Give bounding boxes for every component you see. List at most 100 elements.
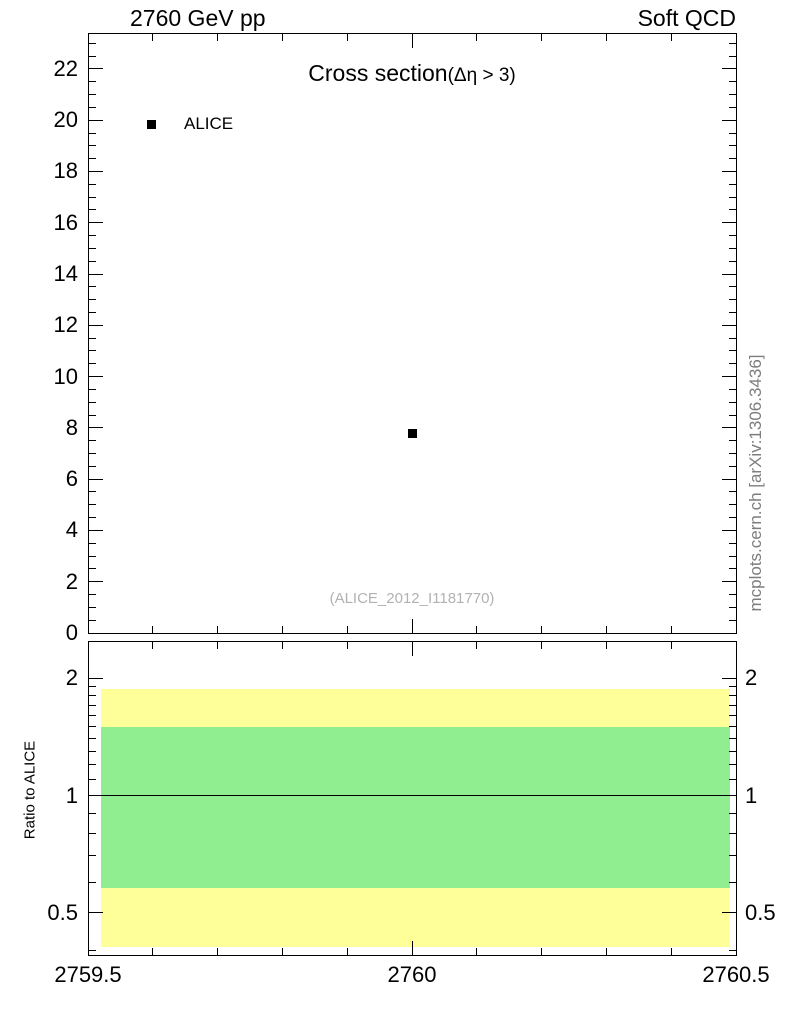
axis-tick	[541, 948, 543, 955]
axis-tick	[89, 686, 96, 688]
axis-tick	[89, 581, 103, 583]
axis-tick	[729, 414, 736, 416]
plot-title: Cross section(Δη > 3)	[308, 60, 515, 87]
y-axis-tick-label: 0	[65, 620, 78, 645]
axis-tick	[729, 726, 736, 728]
y-axis-tick-label: 4	[65, 517, 78, 543]
x-axis-tick-label: 2760.5	[702, 962, 770, 987]
axis-tick	[729, 209, 736, 211]
axis-tick	[89, 677, 103, 679]
data-point-alice	[407, 428, 417, 438]
y-axis-tick-label: 22	[53, 55, 78, 81]
axis-tick	[89, 311, 96, 313]
axis-tick	[89, 414, 96, 416]
axis-tick	[729, 504, 736, 506]
y-axis-tick-label: 6	[65, 466, 78, 492]
y-axis-tick-label: 12	[53, 312, 78, 338]
axis-tick	[89, 715, 96, 717]
axis-tick	[729, 401, 736, 403]
axis-tick	[89, 855, 96, 857]
axis-tick	[722, 376, 736, 378]
axis-tick	[735, 619, 737, 633]
axis-tick	[722, 222, 736, 224]
axis-tick	[729, 764, 736, 766]
axis-tick	[89, 453, 96, 454]
axis-tick	[722, 427, 736, 429]
axis-tick	[152, 642, 154, 649]
axis-tick	[89, 478, 103, 480]
axis-tick	[729, 55, 736, 57]
axis-tick	[670, 34, 672, 41]
axis-tick	[89, 235, 96, 237]
axis-tick	[605, 626, 607, 633]
axis-tick	[89, 363, 96, 365]
axis-tick	[476, 642, 478, 649]
axis-tick	[87, 34, 89, 48]
axis-tick	[89, 196, 96, 198]
axis-tick	[729, 145, 736, 147]
axis-tick	[89, 222, 103, 224]
axis-tick	[89, 705, 96, 707]
legend-label-alice: ALICE	[184, 114, 234, 133]
axis-tick	[89, 529, 103, 531]
axis-tick	[411, 642, 413, 656]
axis-tick	[89, 183, 96, 185]
axis-tick	[281, 34, 283, 41]
axis-tick	[89, 950, 96, 952]
axis-tick	[87, 642, 89, 656]
axis-tick	[541, 626, 543, 633]
axis-tick	[89, 632, 103, 634]
axis-tick	[729, 235, 736, 237]
axis-tick	[729, 388, 736, 390]
y-axis-tick-label: 2	[65, 568, 78, 594]
axis-tick	[89, 324, 103, 326]
axis-tick	[735, 642, 737, 656]
axis-tick	[346, 948, 348, 955]
axis-tick	[729, 158, 736, 160]
axis-tick	[89, 594, 96, 596]
axis-tick	[87, 619, 89, 633]
axis-tick	[729, 106, 736, 108]
axis-tick	[89, 912, 103, 914]
axis-tick	[89, 832, 96, 834]
axis-tick	[89, 401, 96, 403]
axis-tick	[722, 795, 736, 797]
axis-tick	[541, 642, 543, 649]
axis-tick	[89, 94, 96, 96]
axis-tick	[729, 855, 736, 857]
y-axis-tick-label: 8	[65, 414, 78, 440]
axis-tick	[89, 42, 96, 44]
axis-tick	[670, 626, 672, 633]
axis-tick	[89, 542, 96, 544]
axis-tick	[89, 337, 96, 339]
axis-tick	[89, 55, 96, 57]
uncertainty-band-inner	[100, 726, 730, 888]
axis-tick	[722, 581, 736, 583]
axis-tick	[89, 778, 96, 780]
axis-tick	[89, 738, 96, 740]
axis-tick	[735, 941, 737, 955]
axis-tick	[89, 695, 96, 697]
axis-tick	[476, 626, 478, 633]
axis-tick	[729, 812, 736, 814]
axis-tick	[729, 738, 736, 740]
axis-tick	[729, 555, 736, 557]
axis-tick	[346, 642, 348, 649]
axis-tick	[89, 170, 103, 172]
axis-tick	[89, 568, 96, 570]
ratio-tick-label-right: 1	[745, 782, 758, 808]
axis-tick	[89, 132, 96, 134]
axis-tick	[729, 350, 736, 352]
header-process-label: Soft QCD	[637, 5, 736, 31]
axis-tick	[476, 948, 478, 955]
axis-tick	[670, 642, 672, 649]
axis-tick	[411, 941, 413, 955]
axis-tick	[89, 376, 103, 378]
axis-tick	[152, 948, 154, 955]
legend: ALICE	[147, 114, 233, 134]
axis-tick	[722, 324, 736, 326]
axis-tick	[729, 286, 736, 288]
ratio-plot-panel	[88, 641, 737, 956]
axis-tick	[87, 941, 89, 955]
